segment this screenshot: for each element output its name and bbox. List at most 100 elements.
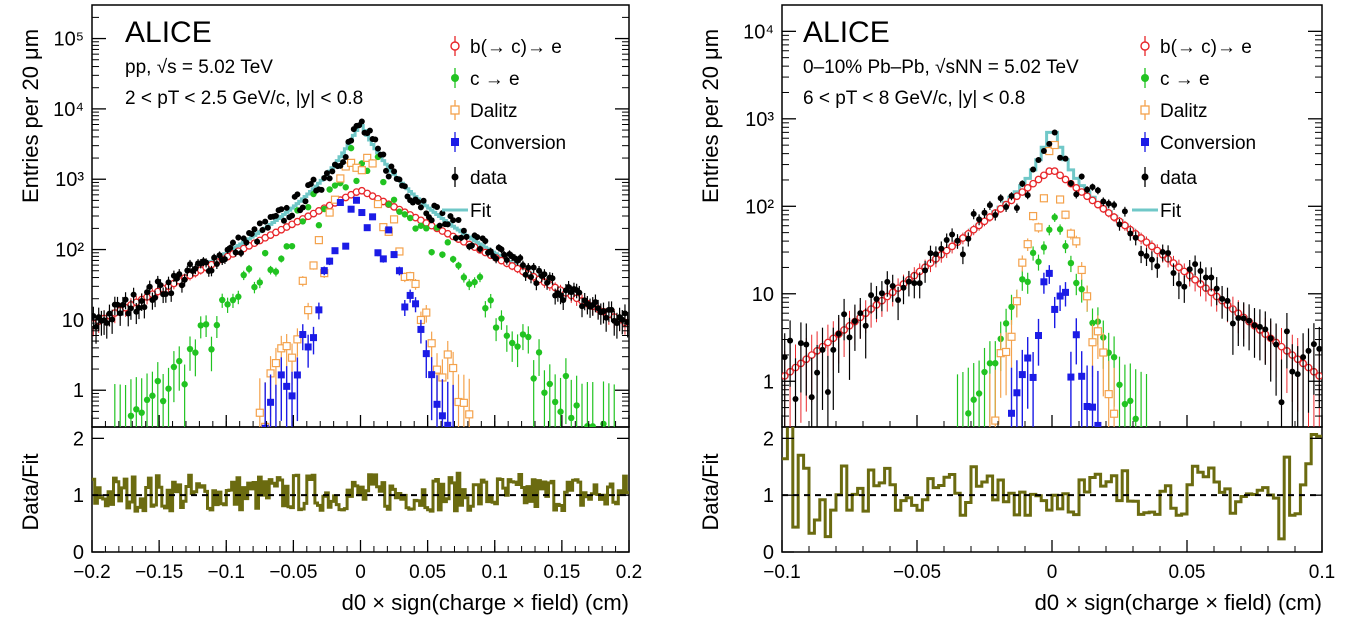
btoe-point (1088, 196, 1097, 205)
data-point (814, 369, 821, 376)
btoe-point (948, 242, 956, 251)
right-panel: −0.1 −0.05 0 0.05 0.1 1 10 10² 10³ 10⁴ 0 1 2 ALICE 0… (698, 4, 1335, 615)
data-point (938, 245, 945, 252)
ctoe-point (1046, 226, 1053, 233)
ctoe-point (1002, 320, 1010, 327)
data-point (114, 301, 121, 308)
conversion-point (320, 267, 328, 275)
conversion-point (304, 343, 312, 351)
conversion-point (315, 306, 323, 314)
ctoe-point (1040, 244, 1048, 251)
conversion-point (1083, 402, 1091, 410)
ctoe-point (611, 435, 617, 441)
data-point (122, 296, 129, 303)
ctoe-point (261, 249, 269, 257)
dalitz-point (406, 272, 415, 281)
conversion-point (1029, 373, 1037, 381)
data-point (1154, 263, 1161, 270)
dalitz-point (1109, 409, 1119, 418)
left-legend-fit: Fit (470, 201, 492, 222)
x-tick-label: −0.05 (893, 562, 941, 583)
conversion-point (1062, 288, 1069, 296)
left-kinematics-label: 2 < pT < 2.5 GeV/c, |y| < 0.8 (125, 88, 363, 109)
data-point (1100, 198, 1107, 205)
data-point (455, 217, 462, 224)
data-point (439, 210, 446, 217)
ctoe-point (606, 429, 612, 435)
data-point (1175, 280, 1182, 287)
data-point (900, 284, 907, 291)
data-point (321, 175, 328, 182)
ctoe-point (256, 279, 264, 286)
x-tick-label: 0.1 (1309, 562, 1335, 583)
data-point (388, 163, 395, 170)
data-point (873, 296, 880, 303)
data-point (213, 260, 220, 267)
conversion-point (417, 325, 425, 333)
ctoe-point (444, 239, 451, 246)
ctoe-point (986, 360, 994, 367)
data-point (986, 202, 993, 209)
data-point (1127, 230, 1134, 237)
ctoe-point (965, 410, 972, 417)
data-point (1165, 249, 1172, 256)
dalitz-point (314, 236, 323, 245)
data-point (525, 264, 532, 271)
data-point (417, 204, 424, 211)
right-axes: −0.1 −0.05 0 0.05 0.1 1 10 10² 10³ 10⁴ 0 1 2 (743, 4, 1335, 583)
ctoe-point (159, 397, 167, 405)
data-point (92, 313, 97, 320)
data-point (949, 231, 956, 238)
dalitz-point (427, 339, 436, 348)
ratio-y-tick-label: 0 (73, 542, 84, 564)
data-point (262, 218, 269, 225)
y-tick-label: 10⁴ (743, 21, 774, 43)
data-point (592, 299, 599, 306)
ctoe-point (197, 322, 204, 329)
ctoe-point (466, 280, 473, 288)
ctoe-point (1121, 400, 1129, 408)
ctoe-point (514, 343, 521, 350)
left-ratio-marks (92, 471, 629, 513)
ctoe-point (562, 372, 570, 380)
data-point (1148, 256, 1155, 263)
conversion-point (374, 249, 382, 257)
data-point (565, 284, 572, 291)
conversion-point (272, 436, 279, 443)
btoe-point (824, 338, 832, 347)
ctoe-point (267, 266, 274, 274)
ctoe-point (1143, 437, 1149, 443)
data-point (493, 255, 500, 262)
conversion-point (352, 196, 360, 204)
dalitz-point (986, 435, 993, 442)
data-point (624, 319, 629, 326)
ctoe-point (1132, 415, 1139, 423)
data-point (184, 267, 191, 274)
left-legend-data: data (470, 168, 507, 189)
conversion-point (326, 257, 334, 265)
data-point (997, 195, 1004, 202)
data-point (1251, 322, 1258, 329)
dalitz-point (432, 365, 442, 374)
data-point (264, 224, 271, 231)
x-tick-label: 0 (355, 562, 366, 583)
data-point (797, 340, 804, 347)
data-point (1213, 285, 1220, 292)
ctoe-point (482, 304, 489, 312)
x-tick-label: −0.1 (763, 562, 801, 583)
ctoe-point (149, 392, 156, 399)
data-point (168, 290, 175, 297)
ratio-y-tick-label: 2 (763, 428, 774, 450)
data-point (549, 275, 556, 282)
data-point (851, 318, 858, 325)
conversion-point (406, 291, 414, 299)
dalitz-point (1093, 327, 1103, 336)
conversion-point (299, 331, 307, 339)
right-system-label: 0–10% Pb–Pb, √sNN = 5.02 TeV (803, 57, 1079, 78)
data-point (428, 217, 435, 224)
data-point (1197, 268, 1204, 275)
btoe-point (986, 213, 994, 221)
data-point (557, 292, 564, 299)
data-point (1246, 317, 1253, 324)
conversion-point (277, 371, 285, 379)
